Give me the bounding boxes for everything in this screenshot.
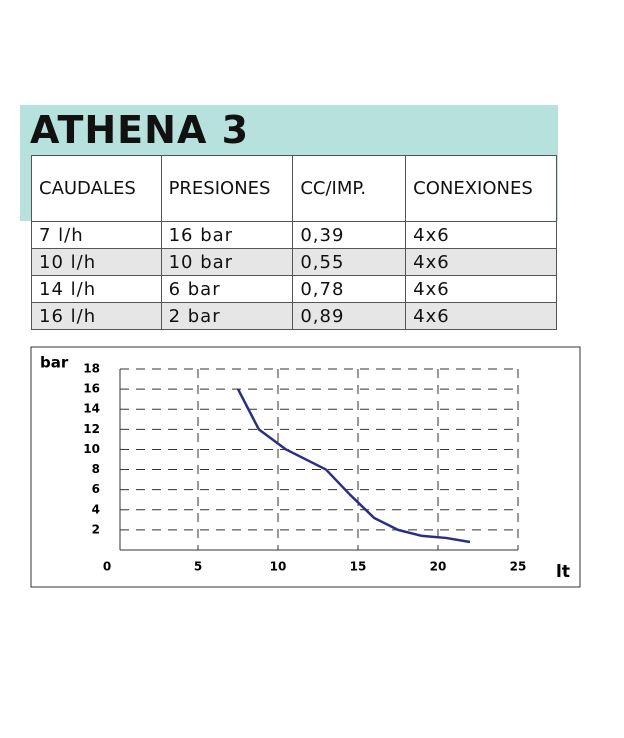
x-axis-label: lt: [556, 562, 570, 582]
table-cell: 10 bar: [160, 248, 294, 276]
y-tick-label: 6: [92, 482, 100, 496]
y-tick-label: 10: [83, 442, 100, 456]
table-cell: 4x6: [405, 302, 557, 330]
table-row: 10 l/h 10 bar 0,55 4x6: [31, 248, 557, 276]
header-cell: PRESIONES: [160, 155, 294, 222]
table-cell: 0,89: [292, 302, 407, 330]
y-tick-label: 14: [83, 402, 100, 416]
y-tick-label: 16: [83, 382, 100, 396]
x-tick-label: 25: [510, 560, 527, 574]
table-cell: 4x6: [405, 221, 557, 249]
header-cell: CONEXIONES: [405, 155, 557, 222]
header-cell: CC/IMP.: [292, 155, 407, 222]
title: ATHENA 3: [30, 108, 250, 152]
table-row: 16 l/h 2 bar 0,89 4x6: [31, 302, 557, 330]
x-tick-label: 20: [430, 560, 447, 574]
table-cell: 16 l/h: [31, 302, 162, 330]
table-cell: 4x6: [405, 275, 557, 303]
table-row: 14 l/h 6 bar 0,78 4x6: [31, 275, 557, 303]
spec-table: CAUDALES PRESIONES CC/IMP. CONEXIONES 7 l/h 1…: [31, 155, 557, 330]
header-cell: CAUDALES: [31, 155, 162, 222]
table-cell: 16 bar: [160, 221, 294, 249]
table-cell: 4x6: [405, 248, 557, 276]
table-cell: 0,39: [292, 221, 407, 249]
x-tick-label: 0: [103, 560, 111, 574]
y-tick-label: 12: [83, 422, 100, 436]
header-row: CAUDALES PRESIONES CC/IMP. CONEXIONES: [31, 155, 557, 222]
data-line: [236, 388, 471, 544]
table-row: 7 l/h 16 bar 0,39 4x6: [31, 221, 557, 249]
table-cell: 7 l/h: [31, 221, 162, 249]
y-tick-label: 18: [83, 362, 100, 376]
y-axis-label: bar: [40, 354, 69, 372]
chart-frame: [30, 346, 581, 588]
x-tick-label: 15: [350, 560, 367, 574]
table-cell: 0,55: [292, 248, 407, 276]
x-tick-label: 5: [194, 560, 202, 574]
table-cell: 10 l/h: [31, 248, 162, 276]
table-cell: 0,78: [292, 275, 407, 303]
y-tick-label: 2: [92, 522, 100, 536]
y-tick-label: 4: [92, 502, 100, 516]
y-tick-label: 8: [92, 462, 100, 476]
x-tick-label: 10: [270, 560, 287, 574]
